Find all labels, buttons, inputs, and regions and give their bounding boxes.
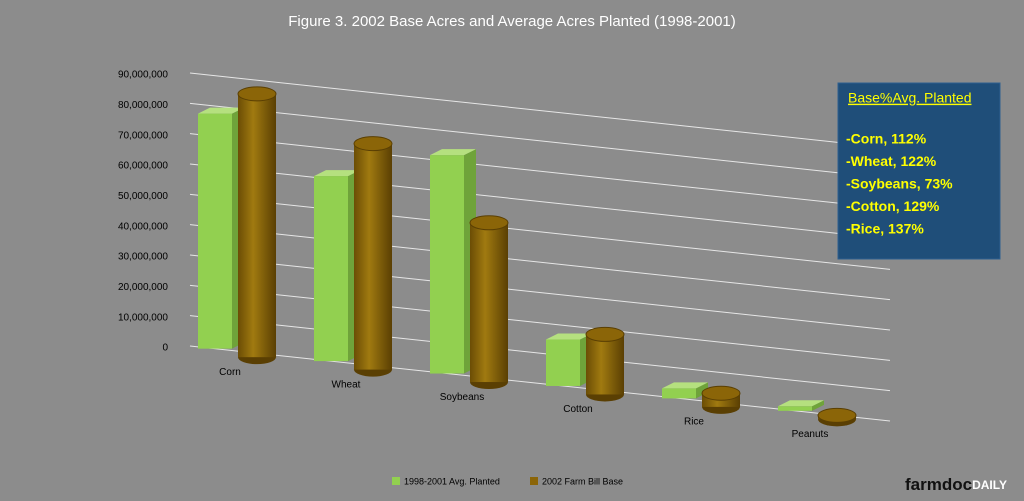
legend: 1998-2001 Avg. Planted 2002 Farm Bill Bas… <box>392 476 623 486</box>
chart-title: Figure 3. 2002 Base Acres and Average Ac… <box>288 13 736 30</box>
annotation-title: Base%Avg. Planted <box>848 90 972 106</box>
annotation-line: -Corn, 112% <box>846 131 927 147</box>
grid-line <box>189 102 891 179</box>
x-tick-label: Cotton <box>563 404 592 415</box>
annotation-line: -Soybeans, 73% <box>846 176 953 192</box>
bar <box>314 176 348 362</box>
y-tick-label: 90,000,000 <box>118 70 168 81</box>
bar <box>586 334 624 395</box>
cylinder-top <box>585 326 625 342</box>
bar <box>778 406 812 411</box>
annotation-lines: -Corn, 112% -Wheat, 122% -Soybeans, 73% -Co… <box>846 131 953 237</box>
bar <box>470 222 508 383</box>
x-tick-label: Wheat <box>332 379 361 390</box>
y-tick-label: 20,000,000 <box>118 282 168 293</box>
grid-line <box>189 345 891 422</box>
bar-top <box>778 400 824 407</box>
annotation-box <box>837 82 1001 260</box>
logo-part: DAILY <box>972 478 1007 492</box>
y-tick-label: 80,000,000 <box>118 100 168 111</box>
grid-line <box>189 163 891 240</box>
bar-top <box>546 333 592 340</box>
y-tick-label: 10,000,000 <box>118 312 168 323</box>
x-tick-label: Soybeans <box>440 392 484 403</box>
cylinder-top <box>353 136 393 152</box>
bar <box>354 143 392 370</box>
bar <box>546 339 580 386</box>
bar <box>238 93 276 358</box>
y-tick-label: 70,000,000 <box>118 130 168 141</box>
bar-top <box>662 382 708 389</box>
annotation-line: -Cotton, 129% <box>846 198 940 214</box>
bar-top <box>430 149 476 156</box>
bar <box>662 388 696 399</box>
plot-area: 0 10,000,000 20,000,000 30,000,000 40,000,00… <box>118 70 891 440</box>
annotation-line: -Rice, 137% <box>846 221 924 237</box>
y-tick-label: 30,000,000 <box>118 252 168 263</box>
cylinder-top <box>817 407 857 423</box>
annotation-line: -Wheat, 122% <box>846 153 937 169</box>
grid-line <box>189 254 891 331</box>
bar <box>198 113 232 349</box>
legend-swatch <box>392 477 400 485</box>
cylinder-top <box>237 86 277 102</box>
y-tick-label: 0 <box>162 343 168 354</box>
bar-side <box>696 382 708 399</box>
grid-line <box>189 193 891 270</box>
bar-top <box>314 170 360 177</box>
x-tick-label: Corn <box>219 367 241 378</box>
x-tick-label: Peanuts <box>792 429 829 440</box>
cylinder-top <box>701 385 741 401</box>
bar-top <box>198 107 244 114</box>
grid-line <box>189 133 891 210</box>
grid-line <box>189 72 891 149</box>
bar <box>430 155 464 374</box>
legend-swatch <box>530 477 538 485</box>
y-tick-label: 40,000,000 <box>118 221 168 232</box>
legend-label: 1998-2001 Avg. Planted <box>404 476 500 486</box>
x-tick-label: Rice <box>684 417 704 428</box>
logo: farmdocDAILY <box>905 475 1007 494</box>
grid-line <box>189 224 891 301</box>
grid-line <box>189 284 891 361</box>
grid-line <box>189 315 891 392</box>
cylinder-top <box>469 215 509 231</box>
legend-label: 2002 Farm Bill Base <box>542 476 623 486</box>
logo-part: farmdoc <box>905 475 972 494</box>
y-tick-label: 50,000,000 <box>118 191 168 202</box>
y-tick-label: 60,000,000 <box>118 161 168 172</box>
bar-side <box>812 400 824 411</box>
